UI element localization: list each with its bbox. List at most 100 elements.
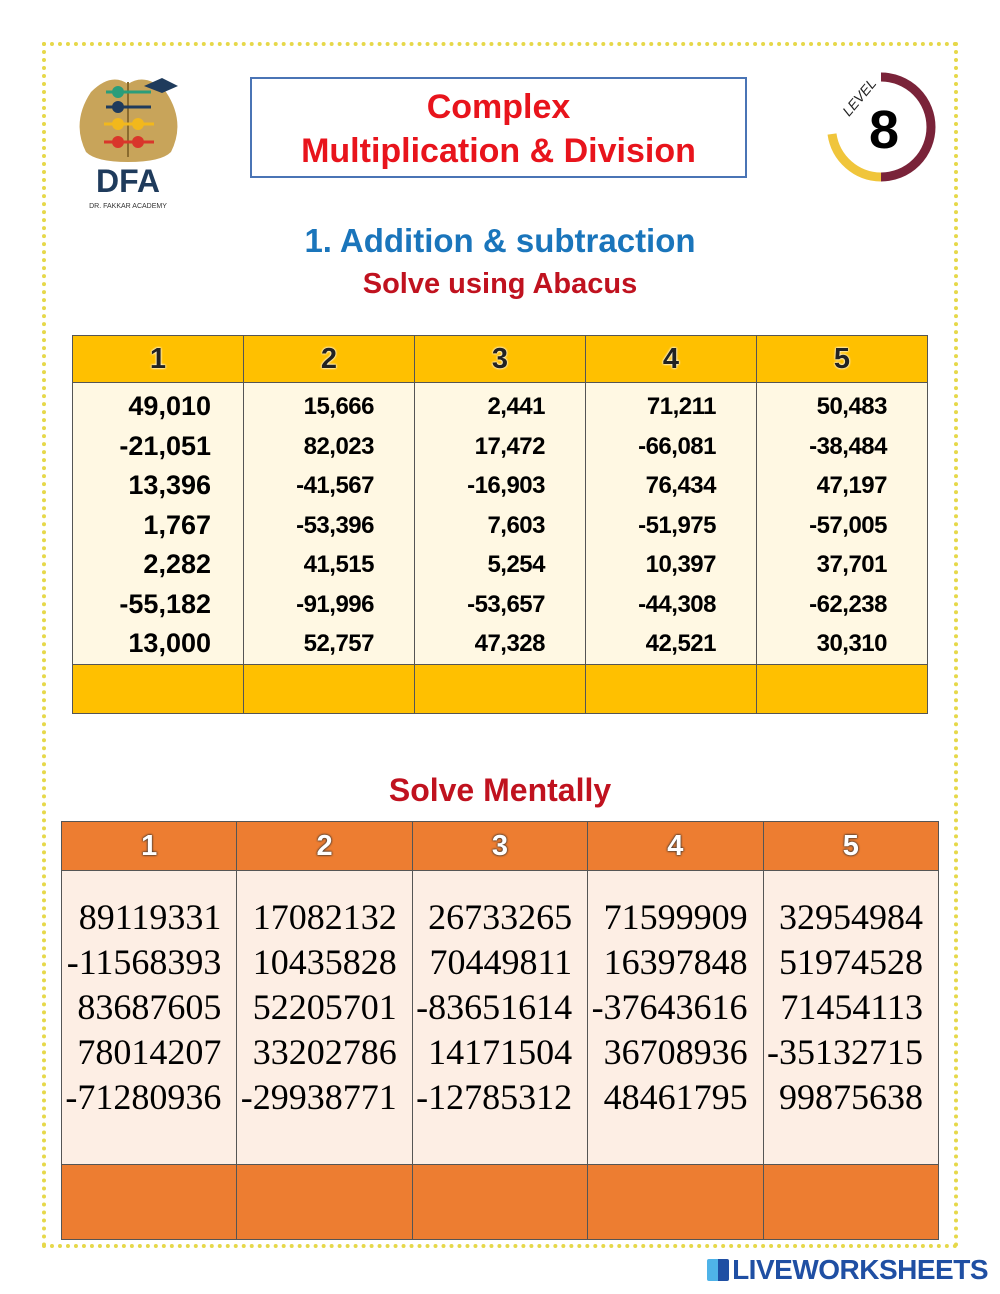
number-cell: 48461795 — [603, 1077, 748, 1117]
number-cell: 99875638 — [779, 1077, 923, 1117]
number-cell: -57,005 — [809, 511, 887, 539]
number-cell: 30,310 — [816, 630, 888, 657]
problem-column-2: 15,666 82,023 -41,567 -53,396 41,515 -91,996 5… — [243, 382, 415, 665]
number-cell: 37,701 — [816, 551, 888, 578]
column-header: 5 — [762, 821, 940, 871]
number-cell: 50,483 — [816, 393, 888, 420]
number-cell: 71454113 — [780, 987, 923, 1027]
number-cell: -41,567 — [296, 472, 374, 499]
svg-text:DFA: DFA — [96, 163, 160, 199]
column-header: 4 — [587, 821, 764, 871]
column-header: 2 — [236, 821, 413, 871]
title-line-2: Multiplication & Division — [301, 132, 696, 170]
number-cell: 17082132 — [252, 897, 397, 937]
problem-column-5: 32954984 51974528 71454113 -35132715 9987563… — [762, 870, 940, 1165]
number-cell: 71599909 — [603, 897, 748, 937]
number-cell: -55,182 — [119, 588, 211, 619]
number-cell: -16,903 — [467, 472, 545, 499]
answer-input-5[interactable] — [756, 663, 928, 714]
number-cell: -35132715 — [767, 1032, 923, 1072]
number-cell: -53,396 — [296, 511, 374, 539]
problem-column-2: 17082132 10435828 52205701 33202786 -2993877… — [236, 870, 413, 1165]
answer-input-2[interactable] — [236, 1164, 413, 1240]
number-cell: 47,197 — [816, 472, 888, 499]
number-cell: 26733265 — [428, 897, 573, 937]
number-cell: 52205701 — [252, 987, 397, 1027]
number-cell: 13,396 — [128, 470, 211, 500]
column-header: 3 — [414, 335, 586, 383]
table-header-row: 1 2 3 4 5 — [72, 335, 928, 383]
number-cell: 7,603 — [487, 511, 545, 539]
column-header: 1 — [60, 821, 238, 871]
page-border — [42, 42, 958, 1248]
number-cell: 49,010 — [128, 391, 211, 421]
problem-column-5: 50,483 -38,484 47,197 -57,005 37,701 -62,238 3… — [756, 382, 928, 665]
number-cell: -12785312 — [416, 1077, 573, 1117]
number-cell: 15,666 — [303, 393, 375, 420]
number-cell: 33202786 — [252, 1032, 397, 1072]
number-cell: 89119331 — [78, 897, 222, 937]
problem-column-4: 71599909 16397848 -37643616 36708936 4846179… — [587, 870, 764, 1165]
column-header: 5 — [756, 335, 928, 383]
number-cell: 1,767 — [143, 509, 211, 540]
title-line-1: Complex — [426, 88, 571, 126]
number-cell: 32954984 — [779, 897, 923, 937]
number-cell: 71,211 — [646, 393, 717, 420]
liveworksheets-logo: LIVEWORKSHEETS — [707, 1254, 988, 1286]
level-number: 8 — [869, 100, 899, 160]
number-cell: 36708936 — [603, 1032, 748, 1072]
problem-column-4: 71,211 -66,081 76,434 -51,975 10,397 -44,308 4… — [585, 382, 757, 665]
number-cell: -83651614 — [416, 987, 573, 1027]
answer-input-1[interactable] — [72, 663, 244, 714]
number-cell: -11568393 — [66, 942, 222, 982]
problem-column-3: 26733265 70449811 -83651614 14171504 -127853… — [411, 870, 589, 1165]
number-cell: 2,282 — [143, 549, 211, 579]
number-cell: -29938771 — [240, 1077, 397, 1117]
number-cell: 76,434 — [645, 472, 717, 499]
problem-column-3: 2,441 17,472 -16,903 7,603 5,254 -53,657 47,32… — [414, 382, 586, 665]
number-cell: 16397848 — [603, 942, 748, 982]
number-cell: -38,484 — [809, 432, 887, 460]
dfa-logo: DFA DR. FAKKAR ACADEMY — [79, 78, 178, 210]
number-cell: -66,081 — [638, 432, 716, 460]
number-cell: -91,996 — [296, 590, 374, 618]
answer-input-3[interactable] — [414, 663, 586, 714]
answer-input-4[interactable] — [587, 1164, 764, 1240]
abacus-table: 1 2 3 4 5 49,010 -21,051 13,396 1,767 2,282 -… — [72, 335, 928, 714]
number-cell: 52,757 — [303, 630, 375, 657]
section-1-heading: 1. Addition & subtraction — [304, 222, 696, 259]
answer-input-2[interactable] — [243, 663, 415, 714]
answer-input-3[interactable] — [411, 1164, 589, 1240]
number-cell: 83687605 — [77, 987, 222, 1027]
mental-table: 1 2 3 4 5 89119331 -11568393 83687605 78014… — [60, 821, 940, 1240]
section-1-subheading: Solve using Abacus — [362, 268, 638, 300]
answer-input-1[interactable] — [60, 1164, 238, 1240]
problem-row: 49,010 -21,051 13,396 1,767 2,282 -55,182 13,0… — [72, 382, 928, 665]
liveworksheets-icon — [707, 1259, 730, 1281]
number-cell: -37643616 — [591, 987, 748, 1027]
number-cell: 2,441 — [487, 393, 545, 420]
number-cell: 13,000 — [128, 628, 211, 658]
problem-column-1: 89119331 -11568393 83687605 78014207 -712809… — [60, 870, 238, 1165]
worksheet-title: Complex Multiplication & Division — [250, 77, 747, 178]
number-cell: -44,308 — [638, 590, 716, 618]
number-cell: 17,472 — [474, 432, 546, 460]
problem-row: 89119331 -11568393 83687605 78014207 -712809… — [60, 870, 940, 1165]
number-cell: 51974528 — [779, 942, 923, 982]
column-header: 3 — [411, 821, 589, 871]
problem-column-1: 49,010 -21,051 13,396 1,767 2,282 -55,182 13,0… — [72, 382, 244, 665]
number-cell: -51,975 — [638, 511, 716, 539]
column-header: 1 — [72, 335, 244, 383]
number-cell: 42,521 — [645, 630, 717, 657]
number-cell: -62,238 — [809, 590, 887, 618]
number-cell: 70449811 — [429, 942, 573, 982]
number-cell: 41,515 — [303, 551, 375, 578]
column-header: 4 — [585, 335, 757, 383]
number-cell: 10,397 — [645, 551, 717, 578]
answer-row — [60, 1164, 940, 1240]
level-badge: LEVEL 8 — [827, 72, 936, 182]
number-cell: -71280936 — [65, 1077, 222, 1117]
answer-input-5[interactable] — [762, 1164, 940, 1240]
number-cell: 78014207 — [77, 1032, 222, 1072]
answer-input-4[interactable] — [585, 663, 757, 714]
